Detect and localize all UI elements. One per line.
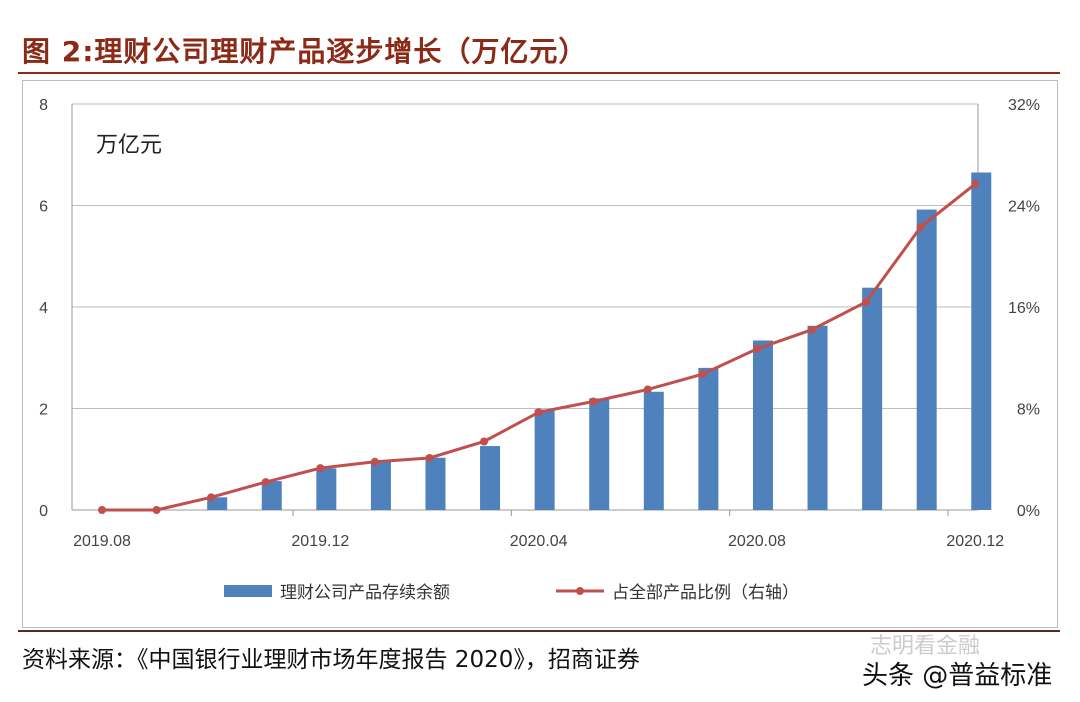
title-divider — [18, 72, 1060, 74]
legend-label-line: 占全部产品比例（右轴） — [612, 583, 799, 603]
line-point — [316, 464, 325, 473]
bar — [480, 446, 501, 510]
line-point — [261, 478, 270, 487]
bar — [698, 367, 719, 510]
line-point — [862, 297, 871, 306]
bar — [643, 391, 664, 510]
y-right-tick-label: 0% — [1017, 503, 1040, 520]
bar — [807, 325, 828, 510]
line-point — [916, 223, 925, 232]
source-note: 资料来源：《中国银行业理财市场年度报告 2020》，招商证券 — [22, 647, 640, 673]
x-tick-label: 2019.08 — [73, 533, 131, 550]
bar — [862, 287, 883, 510]
bar — [916, 209, 937, 510]
legend-swatch-bar — [224, 585, 272, 597]
unit-label: 万亿元 — [96, 133, 162, 158]
line-point — [152, 506, 161, 514]
bar — [261, 481, 282, 510]
line-point — [480, 437, 489, 446]
y-right-tick-label: 24% — [1008, 199, 1040, 216]
watermark-2: 头条 @普益标准 — [862, 661, 1053, 691]
line-point — [698, 370, 707, 379]
y-left-tick-label: 0 — [39, 503, 48, 520]
y-left-tick-label: 2 — [39, 402, 48, 419]
chart-frame — [22, 80, 1058, 628]
line-point — [589, 397, 598, 406]
line-point — [643, 385, 652, 394]
x-tick-label: 2020.12 — [946, 533, 1004, 550]
x-tick-label: 2020.04 — [510, 533, 568, 550]
y-left-tick-label: 8 — [39, 97, 48, 114]
line-point — [534, 408, 543, 417]
x-tick-label: 2020.08 — [728, 533, 786, 550]
line-point — [207, 493, 216, 502]
watermark-1: 志明看金融 — [870, 634, 981, 659]
bar — [370, 461, 391, 510]
line-point — [971, 179, 980, 188]
legend-marker-line — [576, 587, 584, 595]
y-left-tick-label: 6 — [39, 199, 48, 216]
line-point — [752, 344, 761, 353]
bottom-divider — [18, 630, 1060, 632]
bar — [752, 340, 773, 510]
line-point — [370, 457, 379, 466]
bar — [534, 409, 555, 510]
line-point — [807, 325, 816, 334]
figure-title: 图 2:理财公司理财产品逐步增长（万亿元） — [22, 35, 588, 68]
legend-label-bar: 理财公司产品存续余额 — [280, 583, 450, 603]
bar — [589, 398, 610, 510]
y-left-tick-label: 4 — [39, 300, 48, 317]
y-right-tick-label: 32% — [1008, 97, 1040, 114]
x-tick-label: 2019.12 — [291, 533, 349, 550]
bar — [425, 457, 446, 510]
bar — [971, 172, 992, 510]
y-right-tick-label: 16% — [1008, 300, 1040, 317]
line-point — [98, 506, 107, 514]
bar — [316, 468, 337, 510]
line-point — [425, 453, 434, 462]
y-right-tick-label: 8% — [1017, 402, 1040, 419]
